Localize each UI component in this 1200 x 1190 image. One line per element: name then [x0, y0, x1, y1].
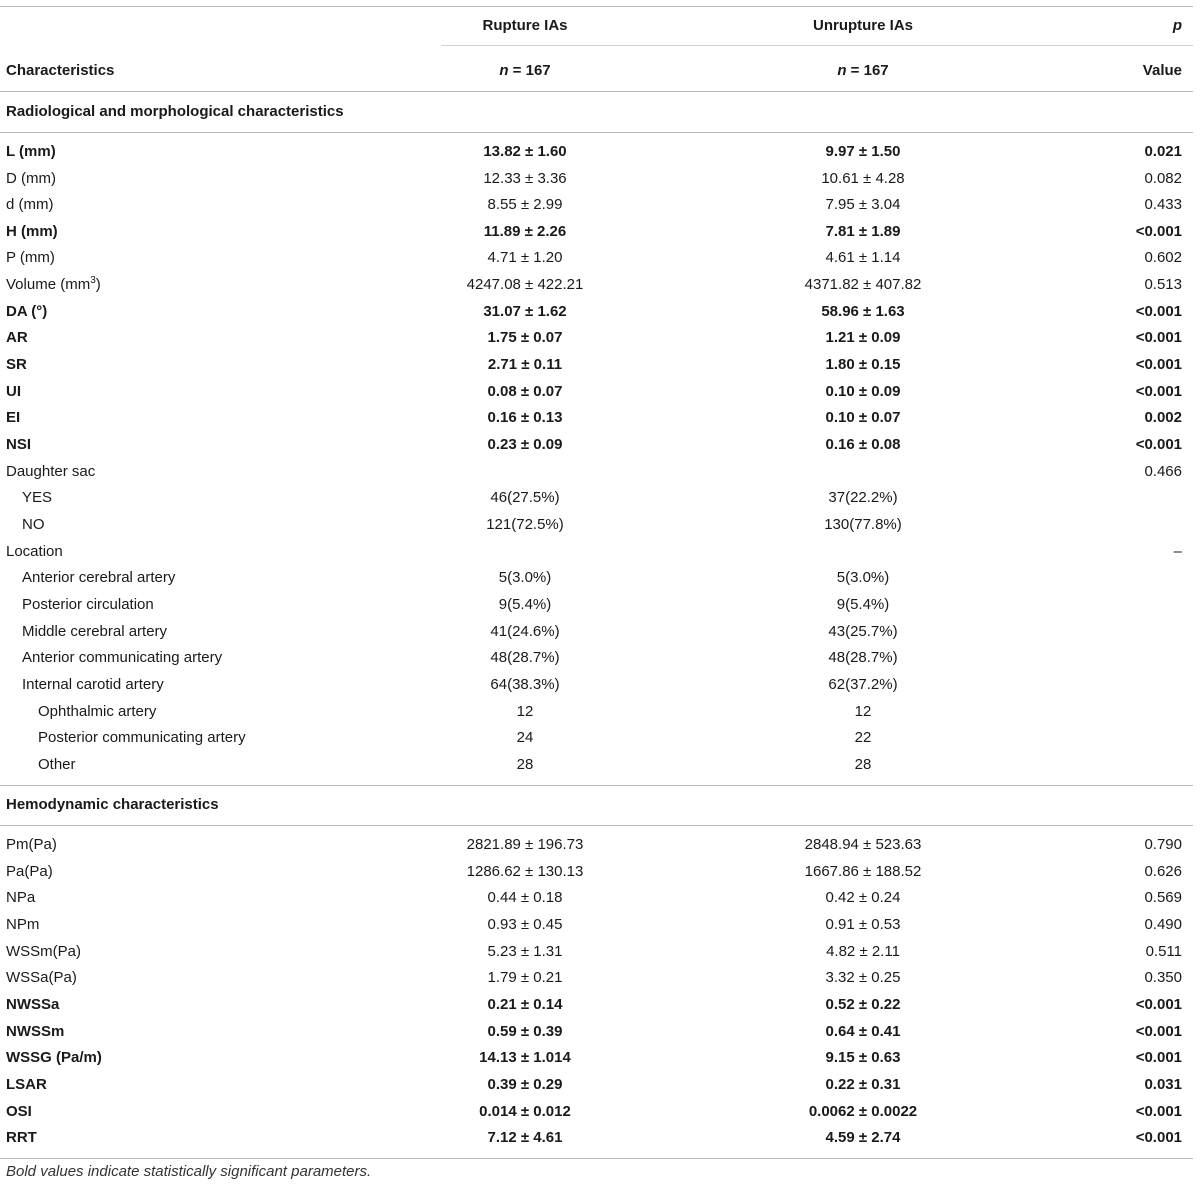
table-bottom-rule — [0, 1158, 1193, 1159]
table-row: Other 28 28 — [38, 756, 872, 773]
table-row: YES 46(27.5%) 37(22.2%) — [22, 489, 898, 506]
table-row: WSSm(Pa) 5.23 ± 1.31 4.82 ± 2.11 0.511 — [6, 943, 1182, 960]
table-row: d (mm) 8.55 ± 2.99 7.95 ± 3.04 0.433 — [6, 196, 1182, 213]
table-row: H (mm) 11.89 ± 2.26 7.81 ± 1.89 <0.001 — [6, 223, 1182, 240]
table-row: LSAR 0.39 ± 0.29 0.22 ± 0.31 0.031 — [6, 1076, 1182, 1093]
table-row: WSSG (Pa/m) 14.13 ± 1.014 9.15 ± 0.63 <0… — [6, 1049, 1182, 1066]
table-row: Anterior cerebral artery 5(3.0%) 5(3.0%) — [22, 569, 890, 586]
table-row: Daughter sac 0.466 — [6, 463, 1182, 480]
table-header-row-2: Characteristics n = 167 n = 167 Value — [0, 58, 1200, 84]
section-hemodynamic: Hemodynamic characteristics — [6, 796, 219, 813]
table-top-rule — [0, 6, 1193, 7]
table-row: Middle cerebral artery 41(24.6%) 43(25.7… — [22, 623, 898, 640]
header-n-unrupture: n = 167 — [837, 62, 889, 79]
table-header-row-1: Rupture IAs Unrupture IAs p — [0, 13, 1200, 39]
section-radiological-rule — [0, 132, 1193, 133]
table-row: Ophthalmic artery 12 12 — [38, 703, 872, 720]
table-row: NSI 0.23 ± 0.09 0.16 ± 0.08 <0.001 — [6, 436, 1182, 453]
table-row: NPa 0.44 ± 0.18 0.42 ± 0.24 0.569 — [6, 889, 1182, 906]
header-divider — [441, 45, 1193, 46]
table-row: Anterior communicating artery 48(28.7%) … — [22, 649, 898, 666]
table-row: Posterior circulation 9(5.4%) 9(5.4%) — [22, 596, 890, 613]
section-hemodynamic-rule — [0, 825, 1193, 826]
table-row: NWSSm 0.59 ± 0.39 0.64 ± 0.41 <0.001 — [6, 1023, 1182, 1040]
table-row: Pa(Pa) 1286.62 ± 130.13 1667.86 ± 188.52… — [6, 863, 1182, 880]
table-row: NWSSa 0.21 ± 0.14 0.52 ± 0.22 <0.001 — [6, 996, 1182, 1013]
table-row: Pm(Pa) 2821.89 ± 196.73 2848.94 ± 523.63… — [6, 836, 1182, 853]
table-row: L (mm) 13.82 ± 1.60 9.97 ± 1.50 0.021 — [6, 143, 1182, 160]
table-row: NPm 0.93 ± 0.45 0.91 ± 0.53 0.490 — [6, 916, 1182, 933]
table-row: Location – — [6, 543, 1182, 560]
table-row: P (mm) 4.71 ± 1.20 4.61 ± 1.14 0.602 — [6, 249, 1182, 266]
table-row: AR 1.75 ± 0.07 1.21 ± 0.09 <0.001 — [6, 329, 1182, 346]
table-row: SR 2.71 ± 0.11 1.80 ± 0.15 <0.001 — [6, 356, 1182, 373]
header-rupture: Rupture IAs — [482, 17, 568, 34]
header-unrupture: Unrupture IAs — [812, 17, 913, 34]
header-characteristics: Characteristics — [6, 62, 115, 79]
header-n-rupture: n = 167 — [499, 62, 551, 79]
table-footnote: Bold values indicate statistically signi… — [6, 1163, 372, 1180]
header-bottom-rule — [0, 91, 1193, 92]
table-row: NO 121(72.5%) 130(77.8%) — [22, 516, 902, 533]
section-radiological: Radiological and morphological character… — [6, 103, 344, 120]
table-row: OSI 0.014 ± 0.012 0.0062 ± 0.0022 <0.001 — [6, 1103, 1182, 1120]
table-row: WSSa(Pa) 1.79 ± 0.21 3.32 ± 0.25 0.350 — [6, 969, 1182, 986]
table-row: RRT 7.12 ± 4.61 4.59 ± 2.74 <0.001 — [6, 1129, 1182, 1146]
table-row: Volume (mm3) 4247.08 ± 422.21 4371.82 ± … — [6, 275, 1182, 294]
table-row: UI 0.08 ± 0.07 0.10 ± 0.09 <0.001 — [6, 383, 1182, 400]
section-hemodynamic-top-rule — [0, 785, 1193, 786]
table-row: DA (°) 31.07 ± 1.62 58.96 ± 1.63 <0.001 — [6, 303, 1182, 320]
header-value: Value — [1142, 62, 1182, 79]
table-row: D (mm) 12.33 ± 3.36 10.61 ± 4.28 0.082 — [6, 170, 1182, 187]
table-row: EI 0.16 ± 0.13 0.10 ± 0.07 0.002 — [6, 409, 1182, 426]
table-row: Internal carotid artery 64(38.3%) 62(37.… — [22, 676, 898, 693]
header-p: p — [1172, 17, 1182, 34]
table-row: Posterior communicating artery 24 22 — [38, 729, 872, 746]
